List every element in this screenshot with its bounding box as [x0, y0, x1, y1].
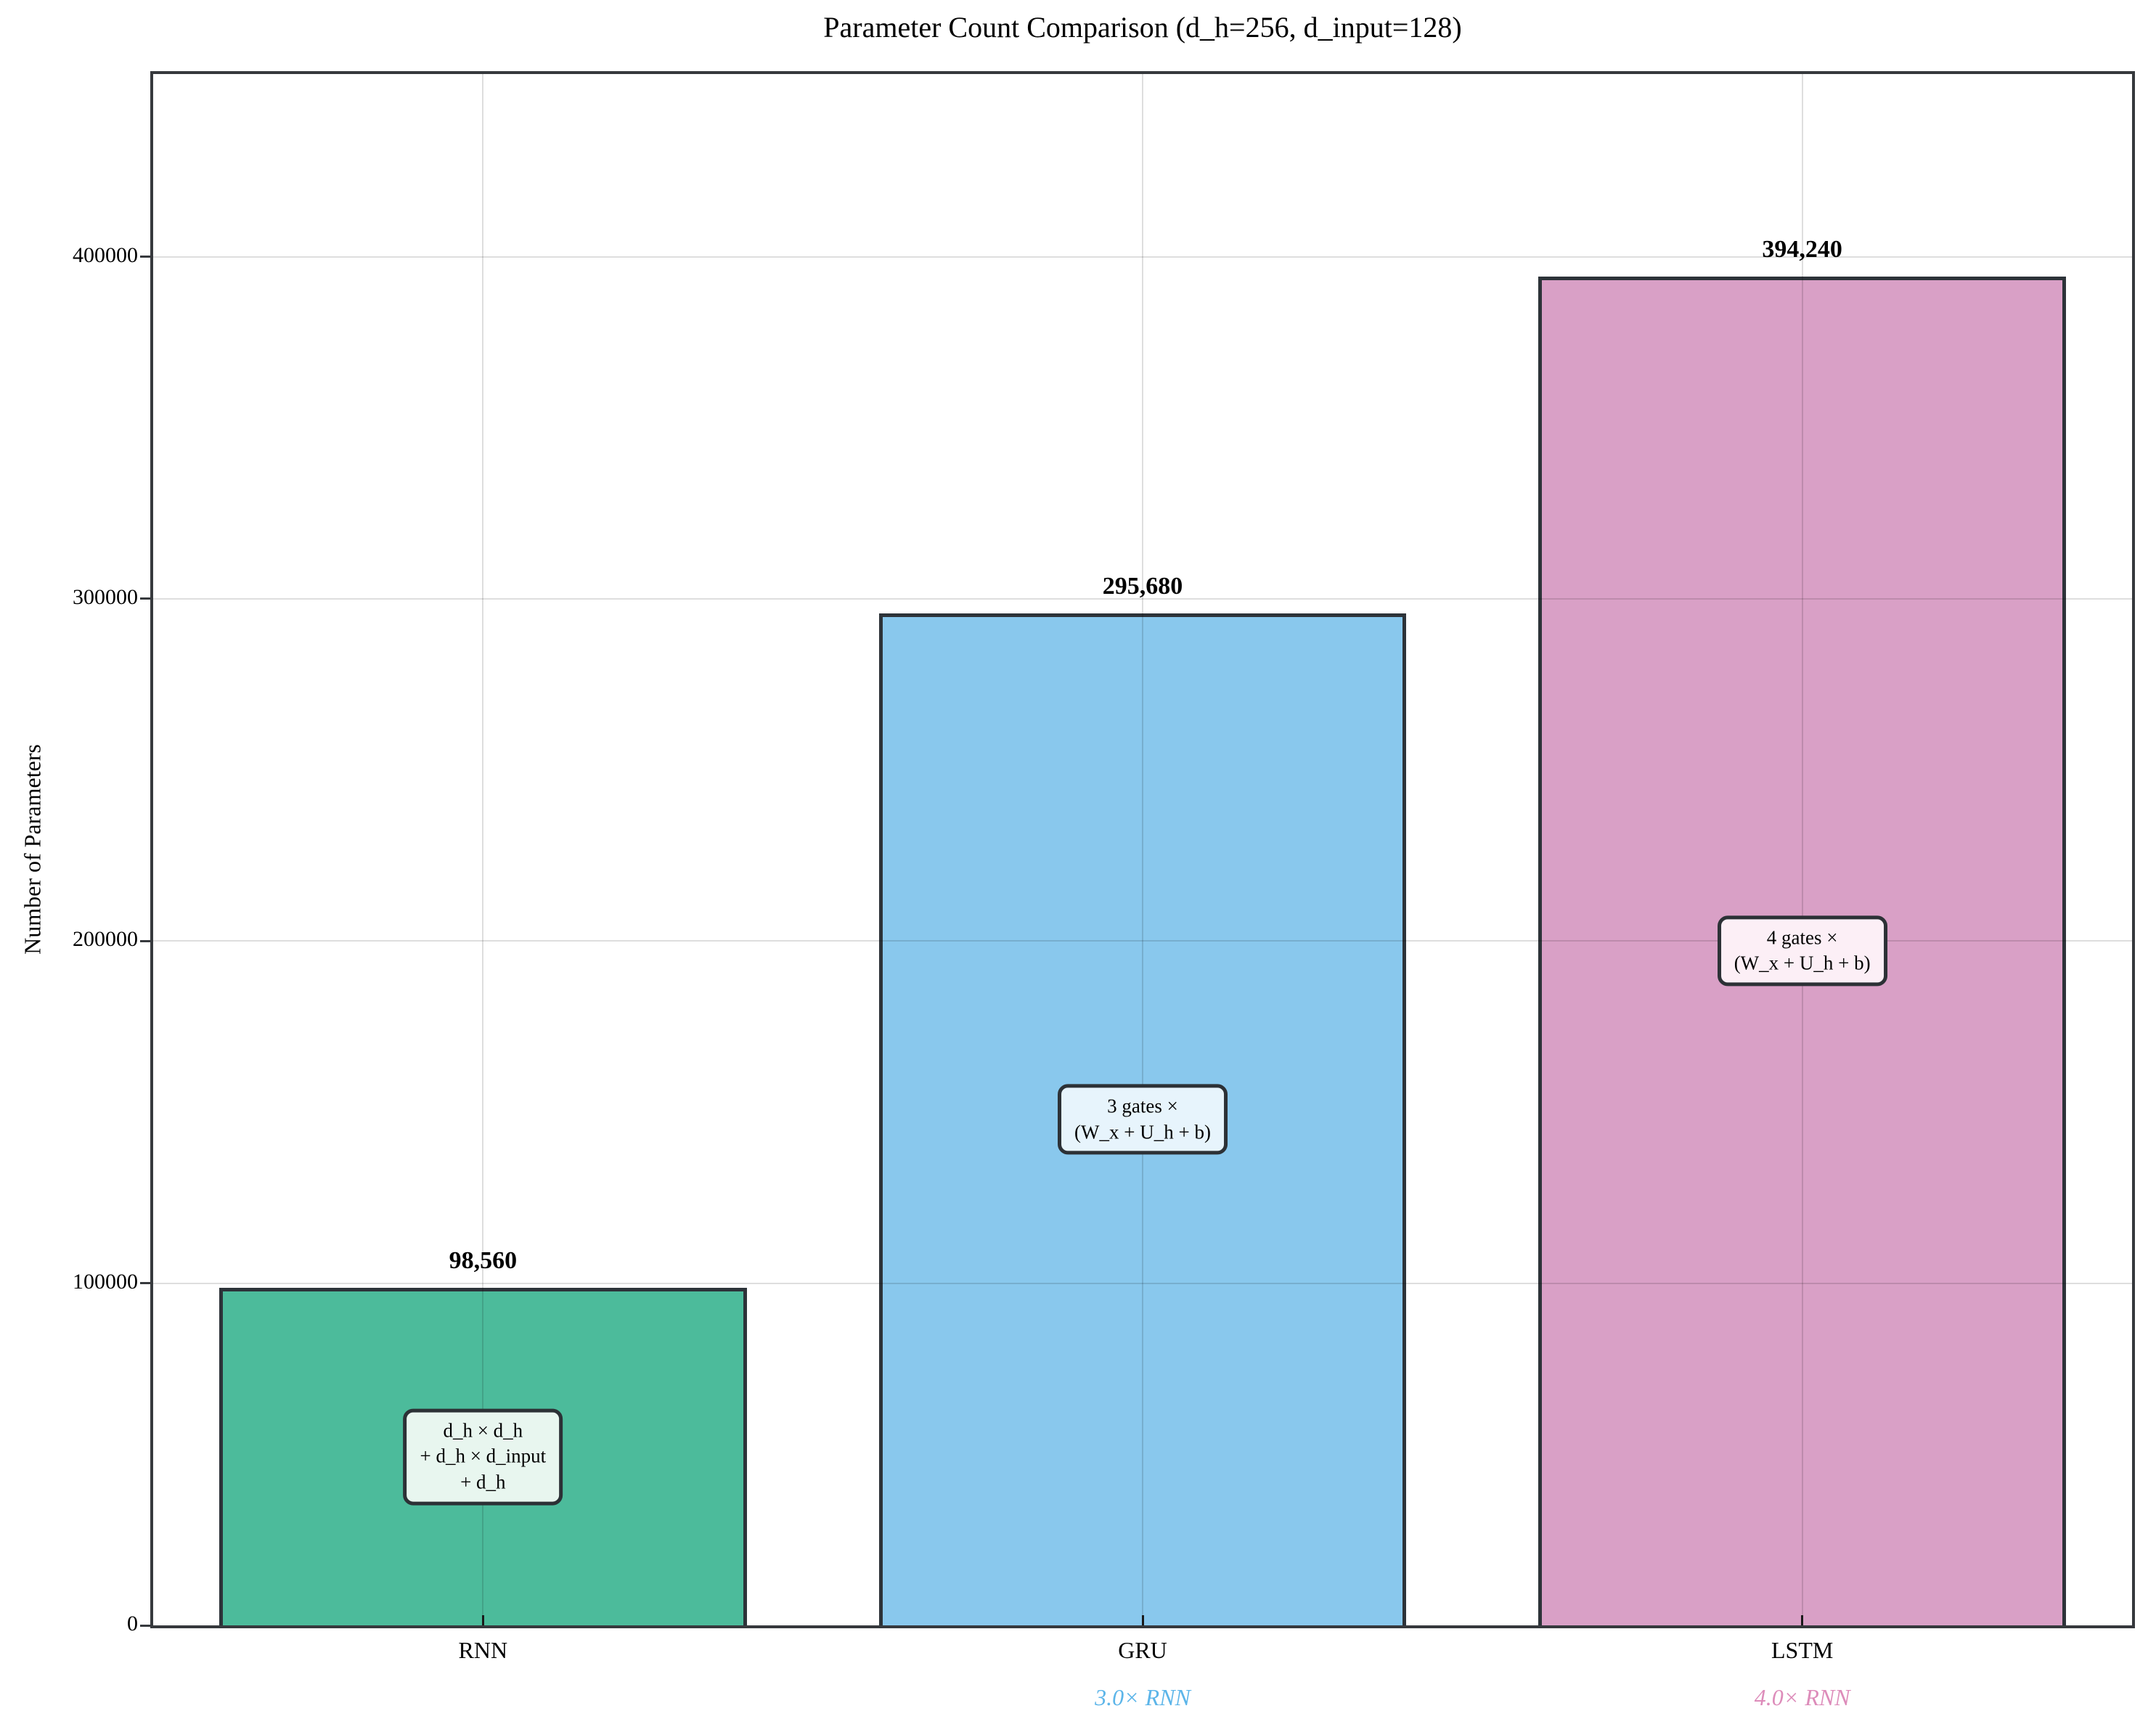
chart-title: Parameter Count Comparison (d_h=256, d_i…	[823, 11, 1462, 44]
gridline-x-lstm	[1801, 74, 1803, 1625]
annotation-line: + d_h × d_input	[420, 1445, 547, 1467]
y-tick-label: 400000	[73, 242, 138, 267]
bar-annotation-gru: 3 gates × (W_x + U_h + b)	[1058, 1084, 1228, 1155]
x-tick-mark	[1801, 1615, 1804, 1625]
y-tick-mark	[140, 939, 150, 942]
y-tick-label: 0	[127, 1612, 138, 1636]
multiplier-label-lstm: 4.0× RNN	[1754, 1684, 1850, 1710]
annotation-line: 4 gates ×	[1766, 926, 1838, 949]
gridline-y-200000	[153, 940, 2132, 942]
multiplier-label-gru: 3.0× RNN	[1095, 1684, 1191, 1710]
x-tick-label-rnn: RNN	[458, 1637, 508, 1663]
y-tick-label: 200000	[73, 927, 138, 952]
bar-annotation-lstm: 4 gates × (W_x + U_h + b)	[1717, 915, 1887, 987]
bar-value-label: 98,560	[449, 1247, 518, 1275]
plot-area	[150, 71, 2135, 1628]
y-tick-mark	[140, 1282, 150, 1285]
annotation-line: (W_x + U_h + b)	[1734, 952, 1871, 974]
gridline-y-400000	[153, 256, 2132, 258]
bar-value-label: 394,240	[1762, 235, 1842, 263]
bar-annotation-rnn: d_h × d_h + d_h × d_input + d_h	[403, 1408, 563, 1506]
annotation-line: d_h × d_h	[443, 1419, 523, 1442]
y-axis-label: Number of Parameters	[19, 744, 46, 955]
gridline-y-300000	[153, 597, 2132, 600]
x-tick-mark	[1141, 1615, 1144, 1625]
x-tick-label-lstm: LSTM	[1771, 1637, 1834, 1663]
y-tick-mark	[140, 1624, 150, 1627]
gridline-x-rnn	[482, 74, 484, 1625]
bar-value-label: 295,680	[1102, 573, 1183, 600]
gridline-y-100000	[153, 1282, 2132, 1284]
y-tick-label: 300000	[73, 584, 138, 609]
annotation-line: 3 gates ×	[1107, 1095, 1178, 1117]
x-tick-label-gru: GRU	[1118, 1637, 1167, 1663]
annotation-line: (W_x + U_h + b)	[1074, 1121, 1211, 1143]
y-tick-mark	[140, 256, 150, 258]
y-tick-label: 100000	[73, 1269, 138, 1294]
bar-rnn	[219, 1288, 747, 1625]
x-tick-mark	[481, 1615, 484, 1625]
annotation-line: + d_h	[460, 1471, 506, 1493]
gridline-x-gru	[1142, 74, 1143, 1625]
y-tick-mark	[140, 597, 150, 600]
